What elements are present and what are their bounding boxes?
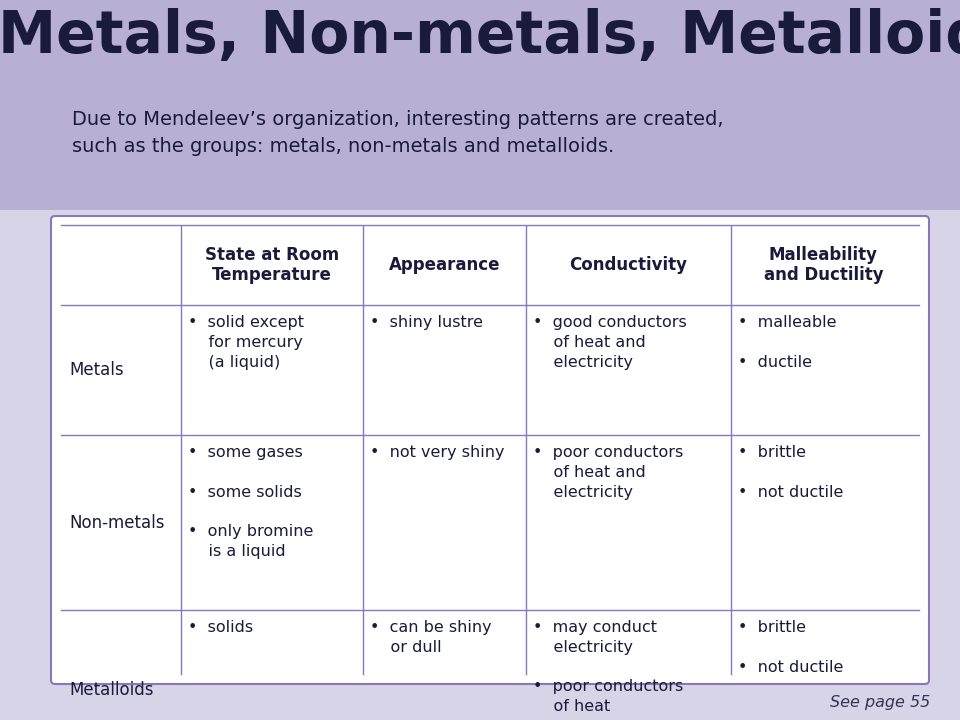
Text: Non-metals: Non-metals [69, 513, 164, 531]
Text: •  good conductors
    of heat and
    electricity: • good conductors of heat and electricit… [533, 315, 686, 369]
Text: Metalloids: Metalloids [69, 681, 154, 699]
Bar [0, 210, 960, 720]
Text: Conductivity: Conductivity [569, 256, 687, 274]
Text: State at Room
Temperature: State at Room Temperature [204, 246, 339, 284]
Text: •  may conduct
    electricity

•  poor conductors
    of heat: • may conduct electricity • poor conduct… [533, 620, 684, 714]
Text: Malleability
and Ductility: Malleability and Ductility [764, 246, 883, 284]
FancyBboxPatch shape [51, 216, 929, 684]
Text: •  not very shiny: • not very shiny [370, 445, 505, 460]
Text: Due to Mendeleev’s organization, interesting patterns are created,
such as the g: Due to Mendeleev’s organization, interes… [72, 110, 724, 156]
Text: •  solid except
    for mercury
    (a liquid): • solid except for mercury (a liquid) [188, 315, 304, 369]
Text: Metals: Metals [69, 361, 124, 379]
Text: •  solids: • solids [188, 620, 253, 635]
Text: •  can be shiny
    or dull: • can be shiny or dull [370, 620, 492, 654]
Text: •  malleable

•  ductile: • malleable • ductile [738, 315, 836, 369]
Text: •  brittle

•  not ductile: • brittle • not ductile [738, 620, 844, 675]
Text: •  shiny lustre: • shiny lustre [370, 315, 483, 330]
Text: •  poor conductors
    of heat and
    electricity: • poor conductors of heat and electricit… [533, 445, 684, 500]
Text: See page 55: See page 55 [829, 695, 930, 710]
Text: •  some gases

•  some solids

•  only bromine
    is a liquid: • some gases • some solids • only bromin… [188, 445, 313, 559]
Bar [0, 0, 960, 210]
Text: Appearance: Appearance [389, 256, 500, 274]
Text: Metals, Non-metals, Metalloids: Metals, Non-metals, Metalloids [0, 8, 960, 65]
Text: •  brittle

•  not ductile: • brittle • not ductile [738, 445, 844, 500]
